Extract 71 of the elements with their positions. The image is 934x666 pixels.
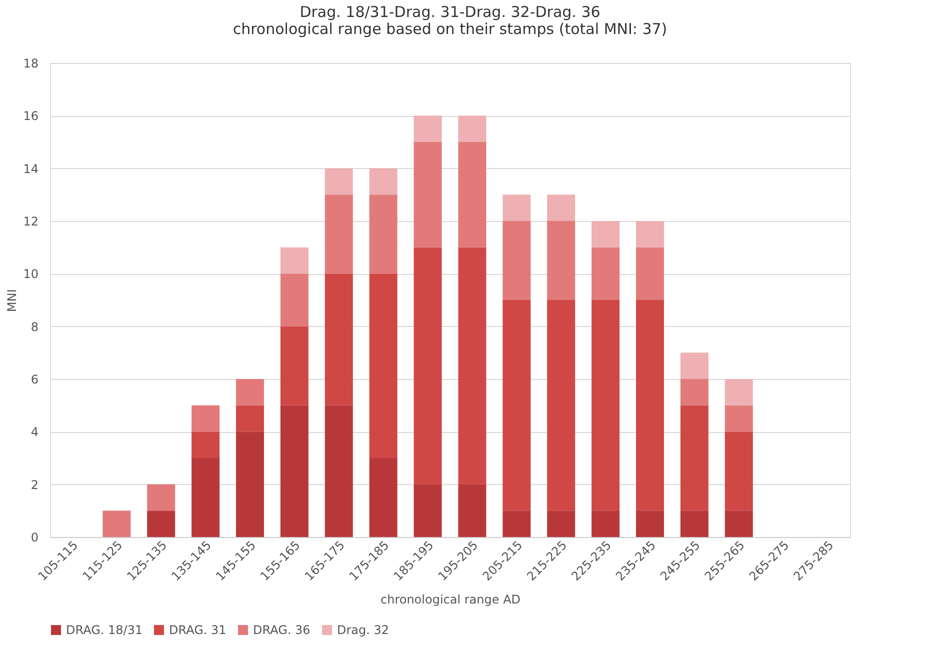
bar	[192, 432, 220, 458]
text: Drag. 18/31-Drag. 31-Drag. 32-Drag. 36	[300, 3, 600, 21]
bar	[592, 300, 620, 511]
bar	[324, 194, 353, 274]
bar	[547, 510, 576, 537]
bar	[192, 458, 220, 537]
bar	[592, 221, 620, 248]
bar	[724, 432, 753, 511]
bar	[369, 458, 398, 537]
bar	[724, 510, 753, 537]
bar	[680, 510, 708, 537]
text: chronological range based on their stamps (total MNI: 37)	[232, 20, 668, 38]
y-tick-label: 4	[30, 425, 38, 440]
bar	[680, 352, 708, 379]
bar	[369, 274, 398, 458]
y-tick-label: 12	[23, 214, 38, 228]
bar	[280, 247, 308, 274]
bar	[547, 194, 576, 221]
y-tick-label: 10	[23, 267, 38, 282]
bar	[547, 221, 576, 300]
y-tick-label: 8	[30, 320, 38, 334]
bar	[324, 168, 353, 195]
bar	[547, 300, 576, 511]
bar	[369, 168, 398, 195]
bar	[458, 247, 486, 484]
y-axis-title: MNI	[5, 289, 20, 312]
bar	[280, 274, 308, 326]
bar	[458, 484, 486, 537]
bar	[324, 274, 353, 406]
bar	[502, 300, 531, 511]
bar	[236, 432, 264, 537]
legend-label: DRAG. 31	[169, 623, 226, 637]
bar	[724, 405, 753, 432]
bar	[592, 247, 620, 300]
legend-label: DRAG. 18/31	[66, 623, 143, 637]
y-tick-label: 0	[30, 530, 38, 544]
bar	[192, 405, 220, 432]
bar	[369, 194, 398, 274]
bar	[280, 405, 308, 537]
bar	[724, 379, 753, 406]
y-tick-label: 18	[23, 56, 38, 70]
bar	[236, 405, 264, 432]
bar	[414, 484, 442, 537]
bar	[102, 510, 131, 537]
bar	[280, 326, 308, 406]
legend-label: Drag. 32	[337, 623, 390, 637]
y-tick-label: 14	[23, 162, 38, 176]
bar	[636, 510, 664, 537]
bar	[680, 379, 708, 406]
y-tick-label: 6	[30, 372, 38, 386]
bar	[147, 484, 176, 511]
bar	[592, 510, 620, 537]
bar	[680, 405, 708, 511]
bar	[458, 116, 486, 142]
bar	[324, 405, 353, 537]
bar	[414, 247, 442, 484]
x-axis-title: chronological range AD	[380, 592, 521, 607]
bar	[502, 194, 531, 221]
bar	[236, 379, 264, 406]
bar	[636, 300, 664, 511]
y-tick-label: 16	[23, 109, 38, 124]
bar	[636, 221, 664, 248]
bar	[414, 142, 442, 248]
bar	[458, 142, 486, 248]
bar	[502, 510, 531, 537]
bar	[502, 221, 531, 300]
bar	[147, 510, 176, 537]
legend-label: DRAG. 36	[253, 623, 310, 637]
y-tick-label: 2	[30, 478, 38, 492]
bar	[636, 247, 664, 300]
bar	[414, 116, 442, 142]
